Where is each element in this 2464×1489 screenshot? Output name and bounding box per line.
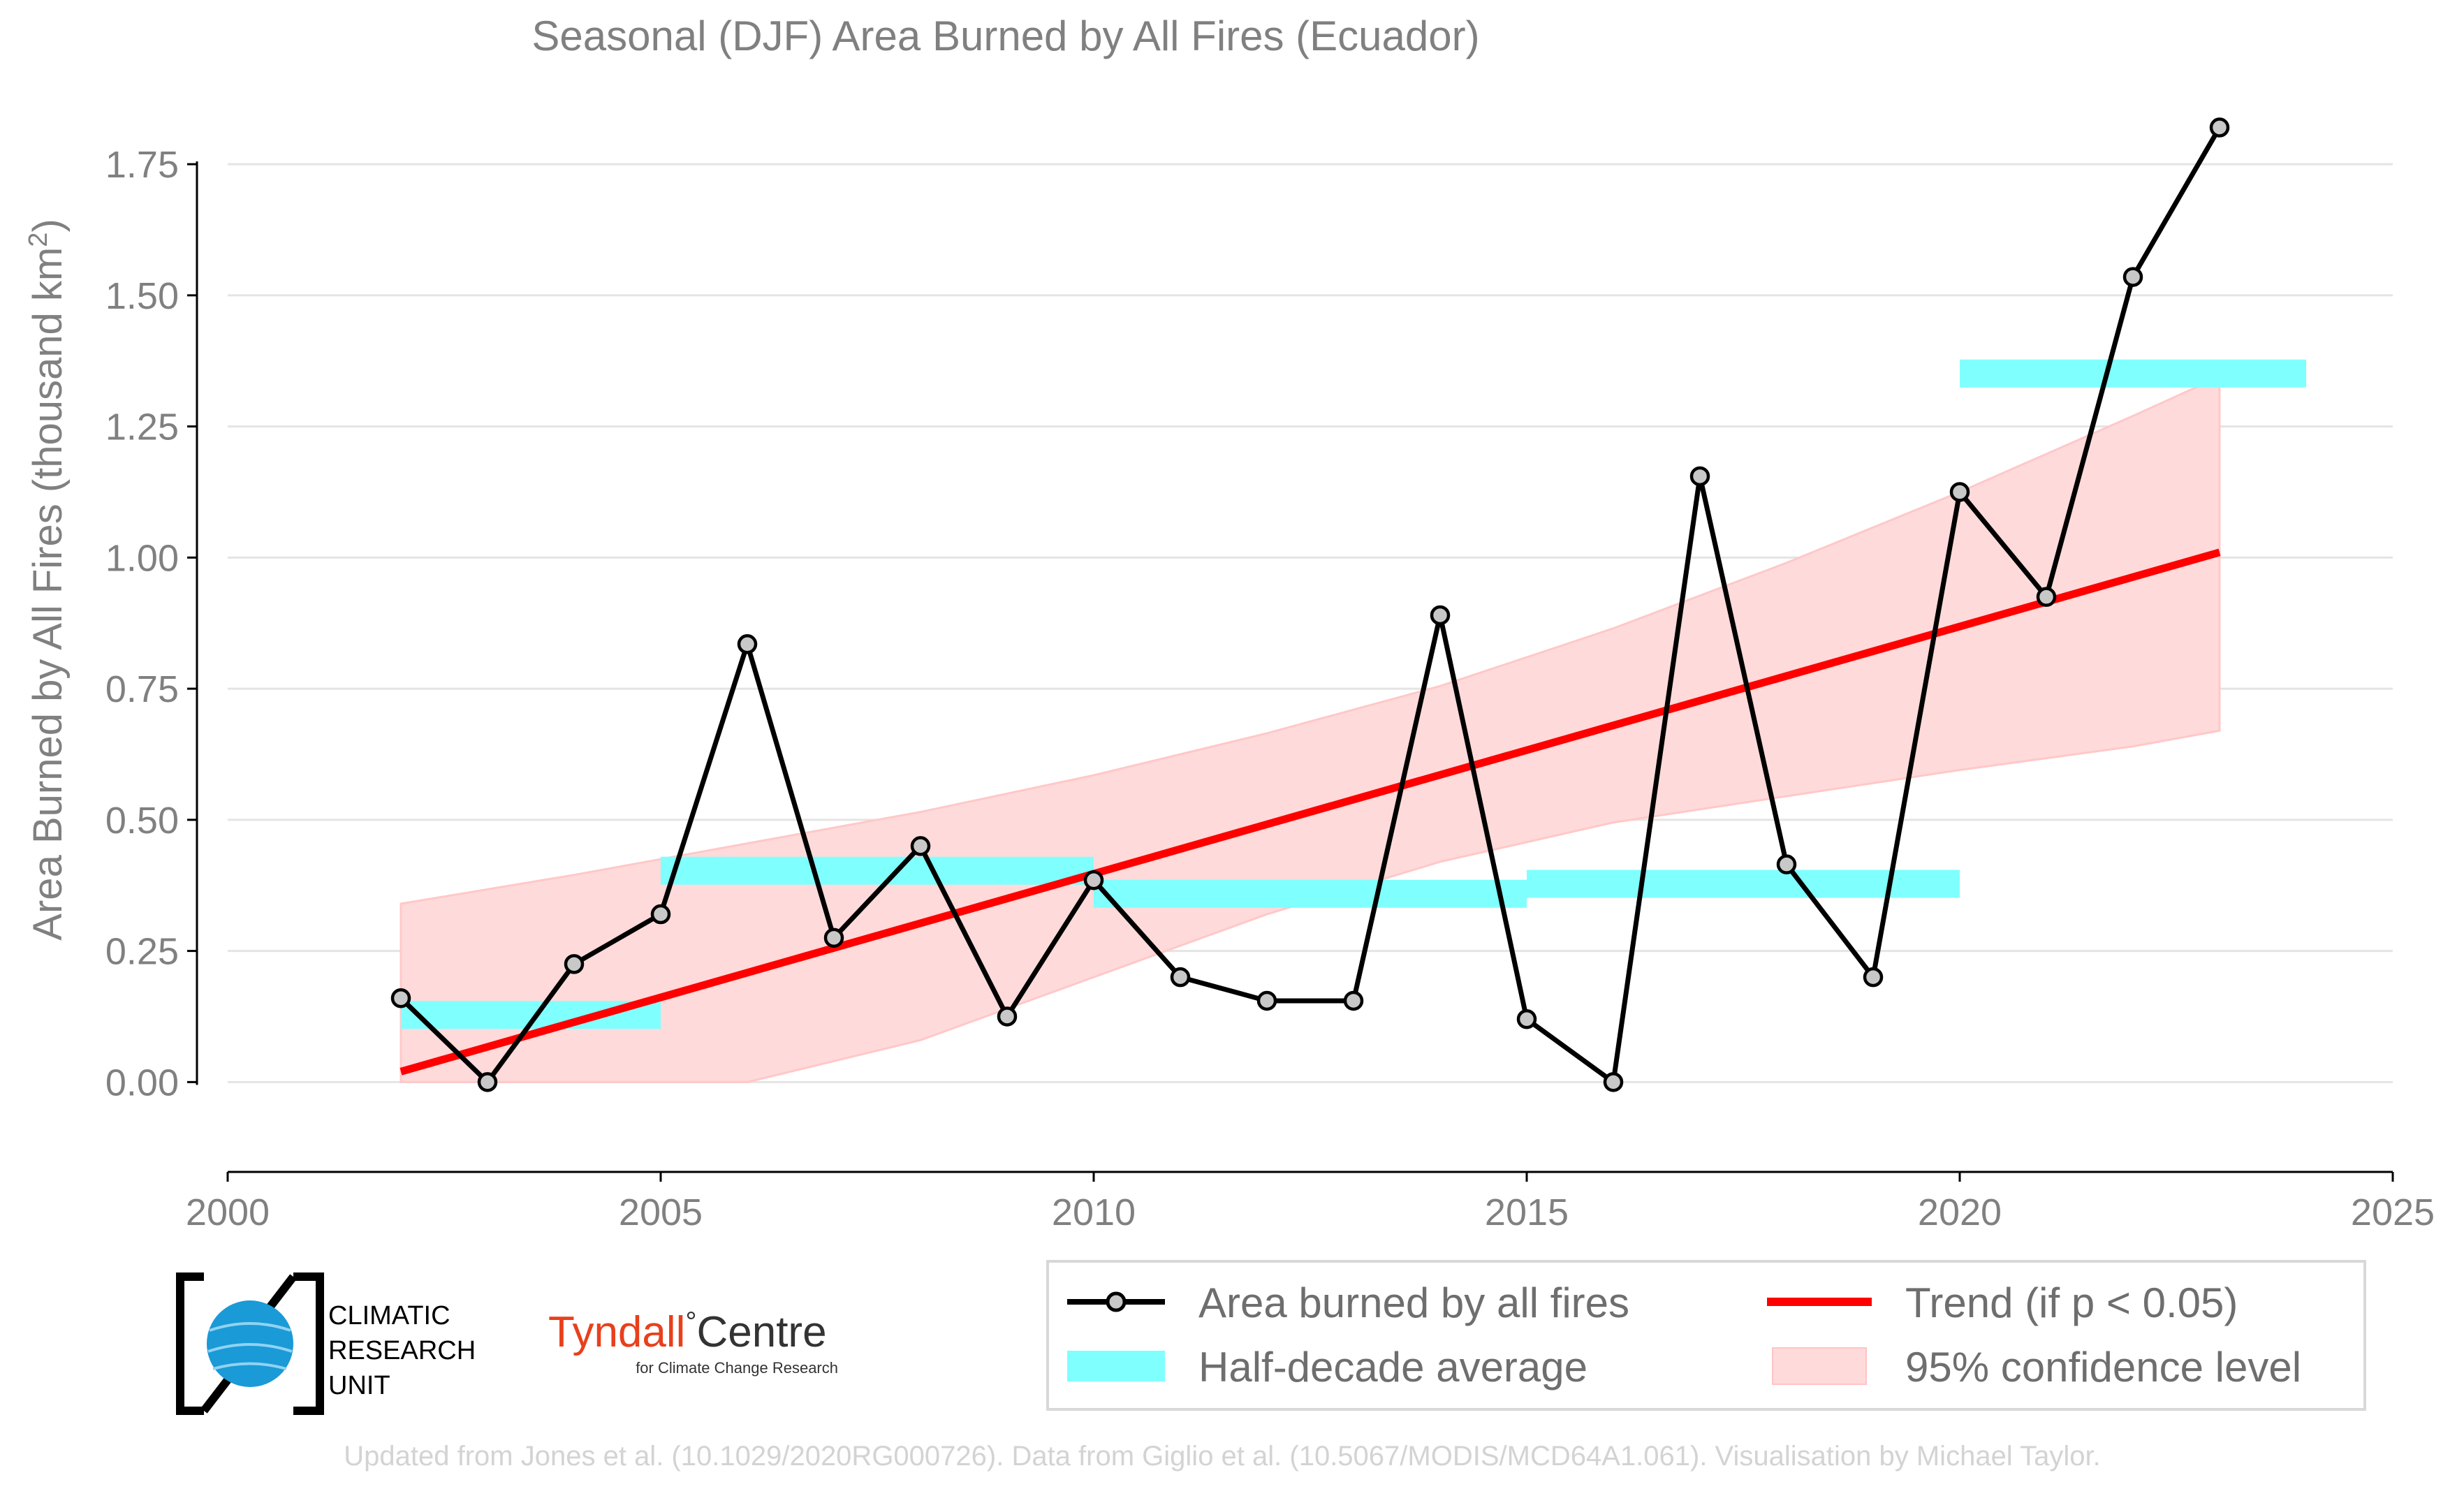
cru-right-bracket [293, 1272, 324, 1415]
y-tick-label: 1.75 [105, 144, 179, 186]
data-point [1949, 482, 1970, 502]
y-tick-label: 1.50 [105, 275, 179, 317]
x-tick-label: 2000 [186, 1191, 270, 1233]
confidence-area [399, 374, 2221, 1083]
half-decade-bar [1960, 359, 2306, 388]
data-point [1863, 967, 1884, 988]
data-point [650, 904, 671, 925]
half-decade-bar [661, 856, 1094, 885]
x-tick-label: 2005 [619, 1191, 703, 1233]
data-point [2036, 587, 2057, 607]
cru-logo: CLIMATIC RESEARCH UNIT [176, 1272, 476, 1415]
y-tick-label: 0.75 [105, 668, 179, 710]
tyndall-degree: ° [685, 1307, 696, 1337]
data-point [1170, 967, 1191, 988]
data-point [1430, 605, 1451, 626]
x-tick-label: 2010 [1052, 1191, 1136, 1233]
y-tick-label: 0.00 [105, 1062, 179, 1103]
x-tick-label: 2020 [1918, 1191, 2002, 1233]
data-point [1256, 990, 1277, 1011]
x-tick-label: 2015 [1485, 1191, 1569, 1233]
cru-line-1: CLIMATIC [328, 1301, 450, 1330]
data-point [477, 1072, 498, 1092]
tyndall-centre-word: Centre [696, 1308, 826, 1356]
y-axis-label: Area Burned by All Fires (thousand km2) [24, 219, 71, 940]
tyndall-logo: Tyndall°Centre for Climate Change Resear… [548, 1307, 838, 1377]
data-point [1083, 870, 1104, 890]
data-point [1516, 1008, 1537, 1029]
x-tick-label: 2025 [2351, 1191, 2435, 1233]
legend-halfdecade-swatch [1067, 1351, 1165, 1381]
tyndall-subtitle: for Climate Change Research [636, 1359, 838, 1377]
credit-line: Updated from Jones et al. (10.1029/2020R… [344, 1441, 2100, 1472]
data-point [390, 988, 411, 1008]
y-tick-label: 1.00 [105, 537, 179, 579]
y-tick-label: 1.25 [105, 406, 179, 448]
legend-confidence-swatch [1772, 1347, 1867, 1385]
half-decade-bar [1094, 879, 1527, 908]
legend-box [1046, 1260, 2366, 1411]
y-axis: 0.00 0.25 0.50 0.75 1.00 1.25 1.50 1.75 [105, 144, 198, 1103]
cru-left-bracket [176, 1272, 204, 1415]
data-point [2209, 117, 2230, 138]
tyndall-word: Tyndall [548, 1308, 685, 1356]
data-point [1343, 990, 1364, 1011]
legend: Area burned by all fires Trend (if p < 0… [1046, 1260, 2366, 1411]
data-point [564, 954, 585, 974]
data-point [1776, 854, 1797, 874]
cru-line-3: UNIT [328, 1371, 390, 1400]
data-point [910, 836, 931, 856]
y-tick-label: 0.25 [105, 931, 179, 973]
chart-title: Seasonal (DJF) Area Burned by All Fires … [531, 13, 1479, 59]
series-line [399, 126, 2222, 1087]
data-point [823, 927, 844, 948]
confidence-band [399, 374, 2221, 1083]
legend-trend-label: Trend (if p < 0.05) [1905, 1279, 2238, 1326]
svg-text:Tyndall°Centre: Tyndall°Centre [548, 1307, 827, 1356]
cru-line-2: RESEARCH [328, 1336, 476, 1365]
x-axis: 2000 2005 2010 2015 2020 2025 [186, 1171, 2435, 1233]
data-point [737, 634, 758, 654]
y-tick-label: 0.50 [105, 800, 179, 842]
data-point [1603, 1072, 1624, 1092]
half-decade-bars [401, 359, 2306, 1029]
legend-confidence-label: 95% confidence level [1905, 1344, 2301, 1391]
legend-halfdecade-label: Half-decade average [1198, 1344, 1587, 1391]
data-point [2122, 267, 2143, 287]
trend-segment [399, 548, 2221, 1076]
half-decade-bar [1527, 870, 1960, 898]
legend-marker-swatch [1106, 1291, 1127, 1312]
area-burned-series [390, 117, 2230, 1092]
data-point [1689, 466, 1710, 487]
trend-line [399, 548, 2221, 1076]
legend-series-label: Area burned by all fires [1198, 1279, 1629, 1326]
data-point [997, 1006, 1018, 1027]
